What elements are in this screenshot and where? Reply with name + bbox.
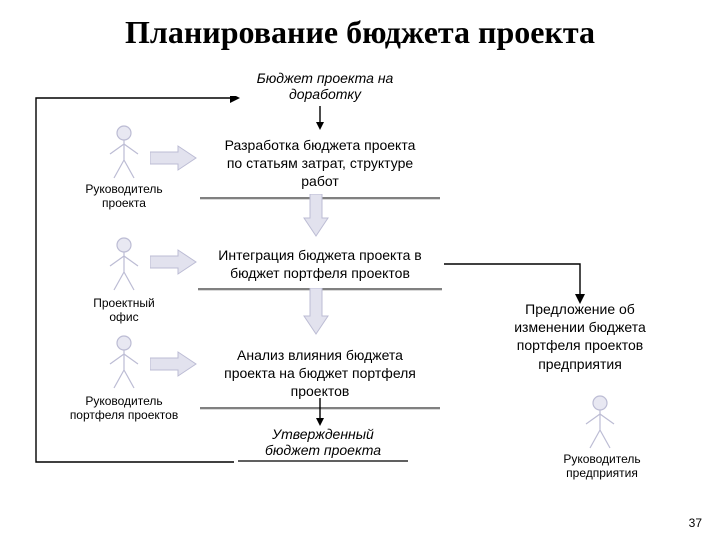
top-input-text: Бюджет проекта на доработку xyxy=(230,70,420,102)
arrow-input-to-b1 xyxy=(314,106,326,132)
arrow-b3-to-output xyxy=(314,398,326,428)
bottom-output-text: Утвержденный бюджет проекта xyxy=(233,426,413,458)
output-underline xyxy=(238,460,408,463)
page-number: 37 xyxy=(689,516,702,530)
arrow-b3-to-right xyxy=(440,260,600,400)
role-label-enterprise-manager: Руководитель предприятия xyxy=(554,452,650,481)
actor-icon-enterprise-manager xyxy=(580,394,620,450)
down-fat-arrow-1 xyxy=(302,194,330,243)
down-fat-arrow-2 xyxy=(302,288,330,341)
slide-title: Планирование бюджета проекта xyxy=(0,0,720,51)
feedback-loop-left xyxy=(34,96,240,464)
